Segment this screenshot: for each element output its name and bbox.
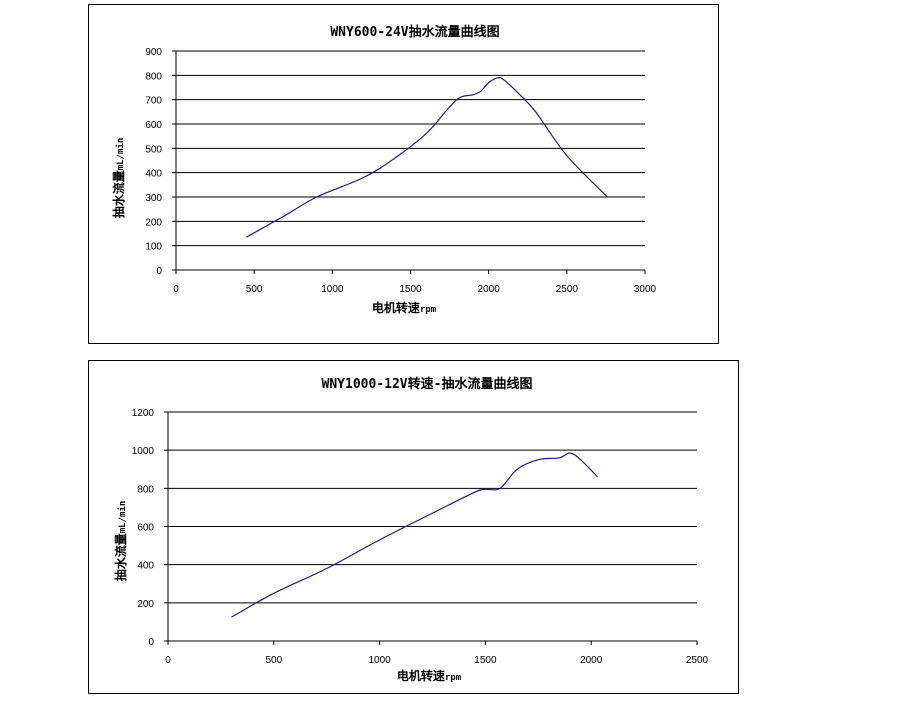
chart-2-x-tick-label: 1500 — [474, 655, 497, 666]
chart-2-title: WNY1000-12V转速-抽水流量曲线图 — [322, 376, 533, 392]
chart-2-y-tick-label: 400 — [137, 561, 154, 572]
chart-1-y-tick-label: 0 — [156, 266, 162, 277]
chart-1-y-tick-label: 300 — [145, 193, 162, 204]
chart-2-y-tick-label: 0 — [148, 637, 154, 648]
chart-2-y-axis-label: 抽水流量mL/min — [113, 501, 128, 582]
chart-1-x-tick-label: 1500 — [399, 284, 422, 295]
chart-1-x-tick-label: 0 — [173, 284, 179, 295]
chart-2-y-tick-label: 1200 — [132, 408, 155, 419]
chart-1-y-tick-label: 700 — [145, 96, 162, 107]
chart-2-y-tick-label: 600 — [137, 523, 154, 534]
chart-1-x-axis-label: 电机转速rpm — [372, 300, 437, 315]
chart-2-series-line — [231, 452, 598, 618]
chart-2-x-tick-label: 2000 — [580, 655, 603, 666]
chart-1-y-tick-label: 200 — [145, 217, 162, 228]
chart-1-y-tick-label: 600 — [145, 120, 162, 131]
chart-2-svg: WNY1000-12V转速-抽水流量曲线图 0 200 400 600 800 1000 12… — [113, 376, 709, 683]
chart-1-x-tick-label: 2500 — [556, 284, 579, 295]
chart-1-y-tick-label: 500 — [145, 144, 162, 155]
chart-1-y-axis-label: 抽水流量mL/min — [111, 138, 126, 219]
chart-2-y-tick-label: 800 — [137, 484, 154, 495]
chart-1-y-tick-label: 100 — [145, 242, 162, 253]
chart-2-x-axis-label: 电机转速rpm — [397, 668, 462, 683]
chart-1-x-tick-label: 500 — [246, 284, 263, 295]
chart-2-y-tick-label: 200 — [137, 599, 154, 610]
chart-1-series-line — [246, 77, 608, 238]
chart-1-x-tick-label: 3000 — [634, 284, 657, 295]
chart-1-y-tick-label: 400 — [145, 169, 162, 180]
chart-1-title: WNY600-24V抽水流量曲线图 — [330, 24, 499, 40]
chart-2-frame: WNY1000-12V转速-抽水流量曲线图 0 200 400 600 800 1000 12… — [88, 360, 739, 694]
chart-2-x-tick-label: 2500 — [686, 655, 709, 666]
chart-1-x-tick-label: 1000 — [321, 284, 344, 295]
chart-1-y-tick-label: 900 — [145, 47, 162, 58]
chart-2-y-tick-label: 1000 — [132, 446, 155, 457]
chart-1-x-tick-label: 2000 — [478, 284, 501, 295]
chart-1-y-tick-label: 800 — [145, 71, 162, 82]
chart-2-x-tick-label: 0 — [165, 655, 171, 666]
chart-1-frame: WNY600-24V抽水流量曲线图 0 100 200 300 400 500 600 700 8… — [88, 4, 719, 344]
chart-1-svg: WNY600-24V抽水流量曲线图 0 100 200 300 400 500 600 700 8… — [111, 24, 657, 315]
chart-2-x-tick-label: 1000 — [368, 655, 391, 666]
chart-2-x-tick-label: 500 — [265, 655, 282, 666]
